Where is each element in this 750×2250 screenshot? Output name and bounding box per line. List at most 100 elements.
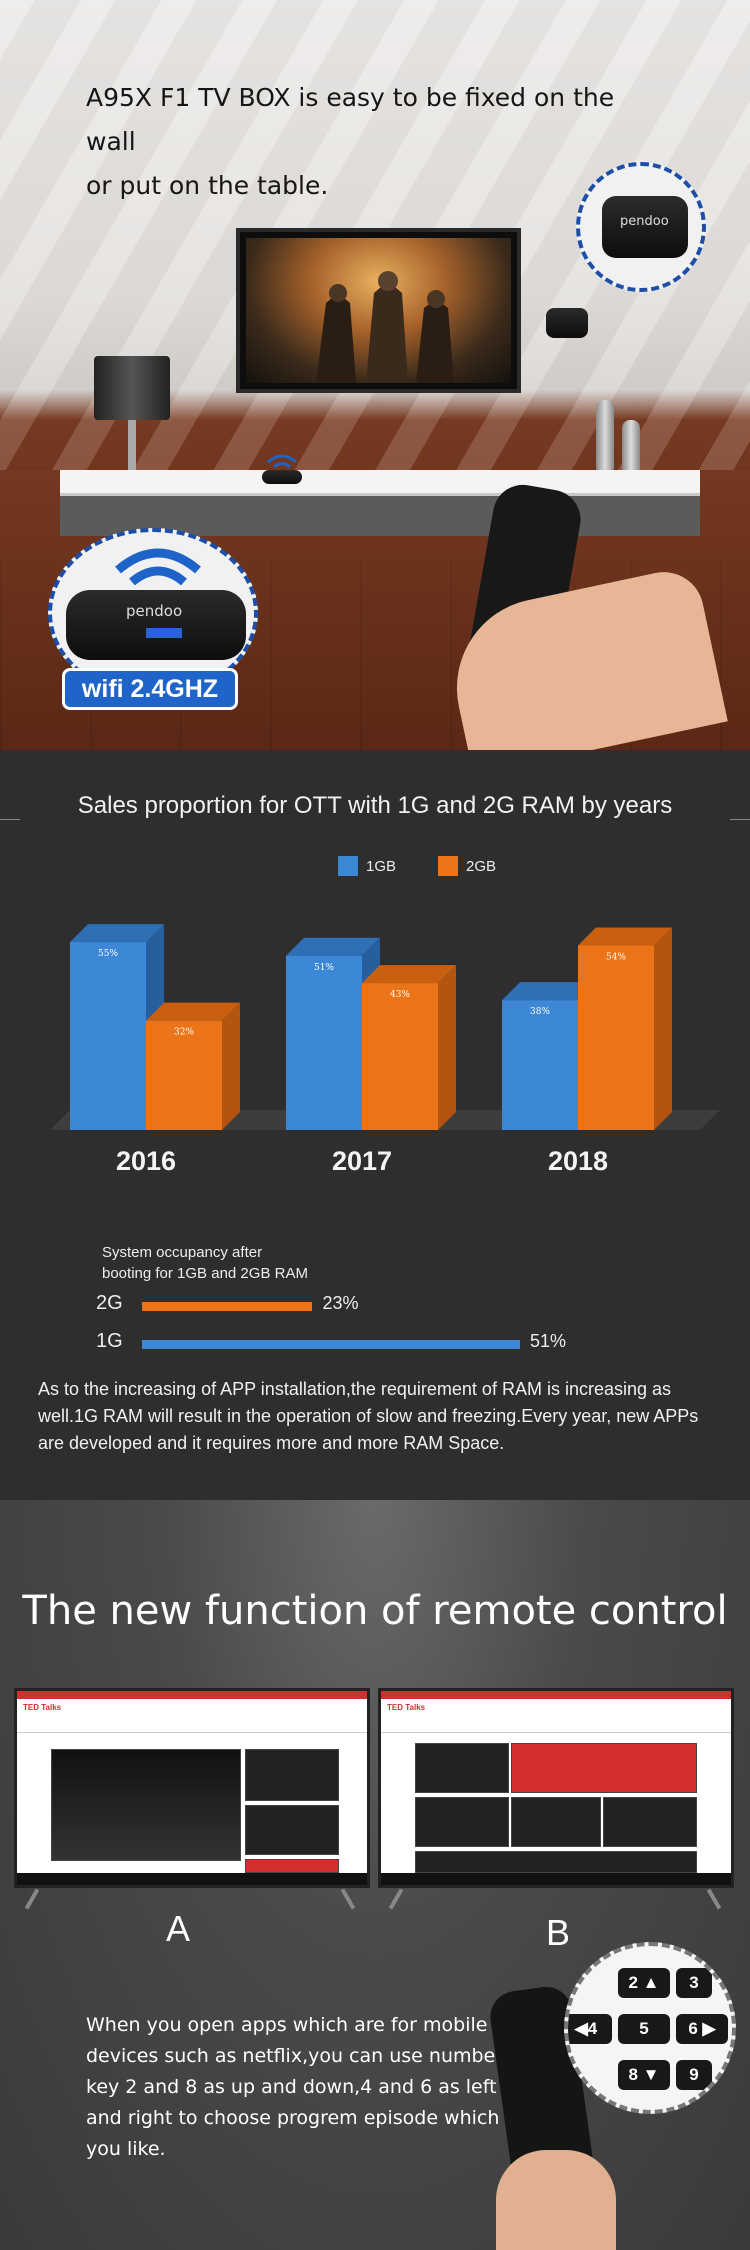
occupancy-title-line-2: booting for 1GB and 2GB RAM <box>102 1265 308 1282</box>
status-bar <box>381 1691 731 1699</box>
chart-legend: 1GB 2GB <box>338 856 496 876</box>
app-tabs <box>381 1719 731 1733</box>
key-4-left: ◀4 <box>568 2014 612 2044</box>
key-3: 3 <box>676 1968 712 1998</box>
bar-label-2GB-2016: 32% <box>174 1028 194 1038</box>
android-nav-bar <box>17 1873 367 1885</box>
occupancy-label-1g: 1G <box>96 1330 123 1352</box>
tv-box-image: pendoo <box>66 590 246 660</box>
intro-text: A95X F1 TV BOX is easy to be fixed on th… <box>86 76 646 208</box>
bar-side-2GB-2017 <box>438 965 456 1130</box>
app-header: TED Talks <box>381 1699 731 1719</box>
movie-characters-image <box>316 271 454 383</box>
video-thumbnail <box>245 1749 339 1801</box>
bar-top-2GB-2016 <box>146 1002 240 1021</box>
welcome-banner <box>511 1743 697 1793</box>
bar-top-2GB-2018 <box>578 927 672 946</box>
lamp-shade <box>94 356 170 420</box>
bar-top-1GB-2016 <box>70 924 164 943</box>
android-nav-bar <box>381 1873 731 1885</box>
year-label-2016: 2016 <box>116 1146 176 1176</box>
tv-stand-leg <box>24 1888 40 1910</box>
keypad-zoom-circle: 2 ▲ 3 ◀4 5 6 ▶ 8 ▼ 9 <box>564 1942 736 2114</box>
box-brand-logo: pendoo <box>620 214 669 229</box>
bar-1GB-2016 <box>70 942 146 1130</box>
occupancy-bar-1g <box>142 1340 520 1349</box>
tv-stand-leg <box>706 1888 722 1910</box>
section-title: The new function of remote control <box>22 1588 728 1634</box>
bar-side-2GB-2016 <box>222 1002 240 1130</box>
year-label-2017: 2017 <box>332 1146 392 1176</box>
tv-box-on-stand <box>262 470 302 484</box>
bar-top-1GB-2017 <box>286 937 380 956</box>
intro-line-2: or put on the table. <box>86 171 329 200</box>
bar-side-2GB-2018 <box>654 927 672 1130</box>
app-tabs <box>17 1719 367 1733</box>
bar-2GB-2016 <box>146 1020 222 1130</box>
hand-image <box>496 2150 616 2250</box>
bar-label-2GB-2018: 54% <box>606 953 626 963</box>
bar-top-2GB-2017 <box>362 965 456 984</box>
status-bar <box>17 1691 367 1699</box>
label-a: A <box>166 1908 191 1949</box>
box-brand-logo: pendoo <box>126 602 183 620</box>
title-divider <box>0 819 20 820</box>
app-header: TED Talks <box>17 1699 367 1719</box>
title-divider <box>730 819 750 820</box>
occupancy-bar-2g <box>142 1302 313 1311</box>
legend-label-1gb: 1GB <box>366 857 397 875</box>
ram-sales-section: Sales proportion for OTT with 1G and 2G … <box>0 750 750 1500</box>
video-thumbnail <box>511 1797 601 1847</box>
tv-box-wall-mounted <box>546 308 588 338</box>
tv-screen-image <box>246 238 511 383</box>
tv-screen-b: TED Talks <box>378 1688 734 1888</box>
tv-stand-leg <box>388 1888 404 1910</box>
key-8-down: 8 ▼ <box>618 2060 670 2090</box>
bar-1GB-2017 <box>286 955 362 1130</box>
led-display <box>146 628 182 638</box>
bar-label-1GB-2016: 55% <box>98 949 118 959</box>
video-thumbnail <box>415 1743 509 1793</box>
bar-top-1GB-2018 <box>502 982 596 1001</box>
wifi-icon <box>267 454 297 469</box>
video-thumbnail <box>415 1797 509 1847</box>
key-9: 9 <box>676 2060 712 2090</box>
bar-label-1GB-2017: 51% <box>314 963 334 973</box>
key-6-right: 6 ▶ <box>676 2014 728 2044</box>
welcome-banner <box>245 1859 339 1873</box>
bar-1GB-2018 <box>502 1000 578 1130</box>
intro-line-1: A95X F1 TV BOX is easy to be fixed on th… <box>86 83 615 156</box>
occupancy-title-line-1: System occupancy after <box>102 1244 263 1261</box>
wifi-badge: wifi 2.4GHZ <box>62 668 238 710</box>
key-5: 5 <box>618 2014 670 2044</box>
legend-label-2gb: 2GB <box>466 857 497 875</box>
wall-mount-scene: A95X F1 TV BOX is easy to be fixed on th… <box>0 0 750 750</box>
legend-swatch-2gb <box>438 856 459 876</box>
tv-stand-shelf <box>60 470 700 496</box>
vase <box>596 400 614 472</box>
bar-2GB-2018 <box>578 945 654 1130</box>
ram-paragraph: As to the increasing of APP installation… <box>38 1379 699 1453</box>
remote-function-section: The new function of remote control TED T… <box>0 1500 750 2250</box>
label-b: B <box>546 1912 571 1953</box>
occupancy-value-1g: 51% <box>530 1331 567 1351</box>
ram-bar-chart: 55% 51% 38% 32% 43% 54% 2016 2017 2018 <box>50 924 720 1176</box>
lamp-stem <box>128 420 136 472</box>
bar-label-1GB-2018: 38% <box>530 1007 550 1017</box>
wall-tv <box>236 228 521 393</box>
remote-paragraph: When you open apps which are for mobile … <box>86 2014 504 2160</box>
tv-box-image: pendoo <box>602 196 688 258</box>
occupancy-value-2g: 23% <box>322 1293 359 1313</box>
key-2-up: 2 ▲ <box>618 1968 670 1998</box>
video-thumbnail <box>245 1805 339 1855</box>
bar-label-2GB-2017: 43% <box>390 990 410 1000</box>
video-thumbnail <box>603 1797 697 1847</box>
video-thumbnail-featured <box>51 1749 241 1861</box>
video-thumbnail-row <box>415 1851 697 1873</box>
occupancy-title: System occupancy after booting for 1GB a… <box>102 1242 362 1284</box>
vase <box>622 420 640 472</box>
chart-title: Sales proportion for OTT with 1G and 2G … <box>77 792 673 819</box>
tv-screen-a: TED Talks <box>14 1688 370 1888</box>
occupancy-label-2g: 2G <box>96 1292 123 1314</box>
legend-swatch-1gb <box>338 856 358 876</box>
